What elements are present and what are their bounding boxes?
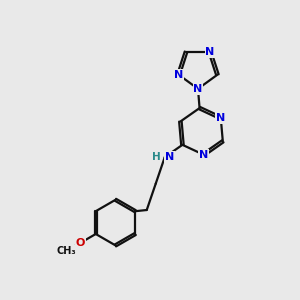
Text: N: N [174,70,183,80]
Text: N: N [199,150,208,160]
Text: O: O [76,238,86,248]
Text: N: N [206,47,214,57]
Text: N: N [165,152,174,162]
Text: CH₃: CH₃ [57,246,76,256]
Text: N: N [216,113,225,123]
Text: H: H [152,152,161,162]
Text: N: N [194,84,202,94]
